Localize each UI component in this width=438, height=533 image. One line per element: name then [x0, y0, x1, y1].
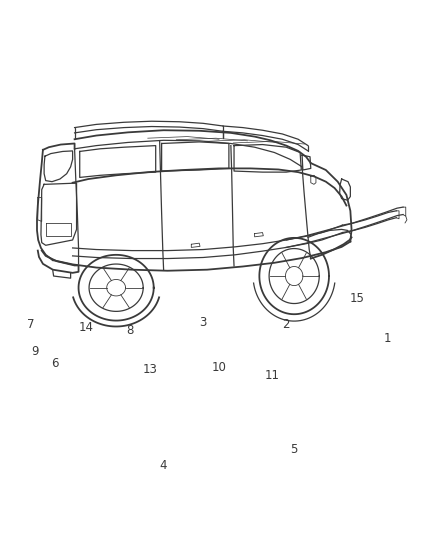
Text: 13: 13: [142, 364, 157, 376]
Text: 1: 1: [383, 332, 391, 344]
Text: 14: 14: [79, 321, 94, 334]
Text: 4: 4: [160, 459, 167, 472]
Text: 15: 15: [350, 292, 365, 305]
Text: 5: 5: [290, 443, 298, 456]
Text: 10: 10: [212, 361, 226, 374]
Text: 8: 8: [126, 324, 134, 337]
Text: 9: 9: [31, 345, 39, 358]
Text: 3: 3: [199, 316, 207, 329]
Text: 6: 6: [51, 357, 59, 369]
Text: 2: 2: [283, 318, 290, 332]
Text: 7: 7: [27, 318, 35, 332]
Text: 11: 11: [265, 369, 280, 382]
